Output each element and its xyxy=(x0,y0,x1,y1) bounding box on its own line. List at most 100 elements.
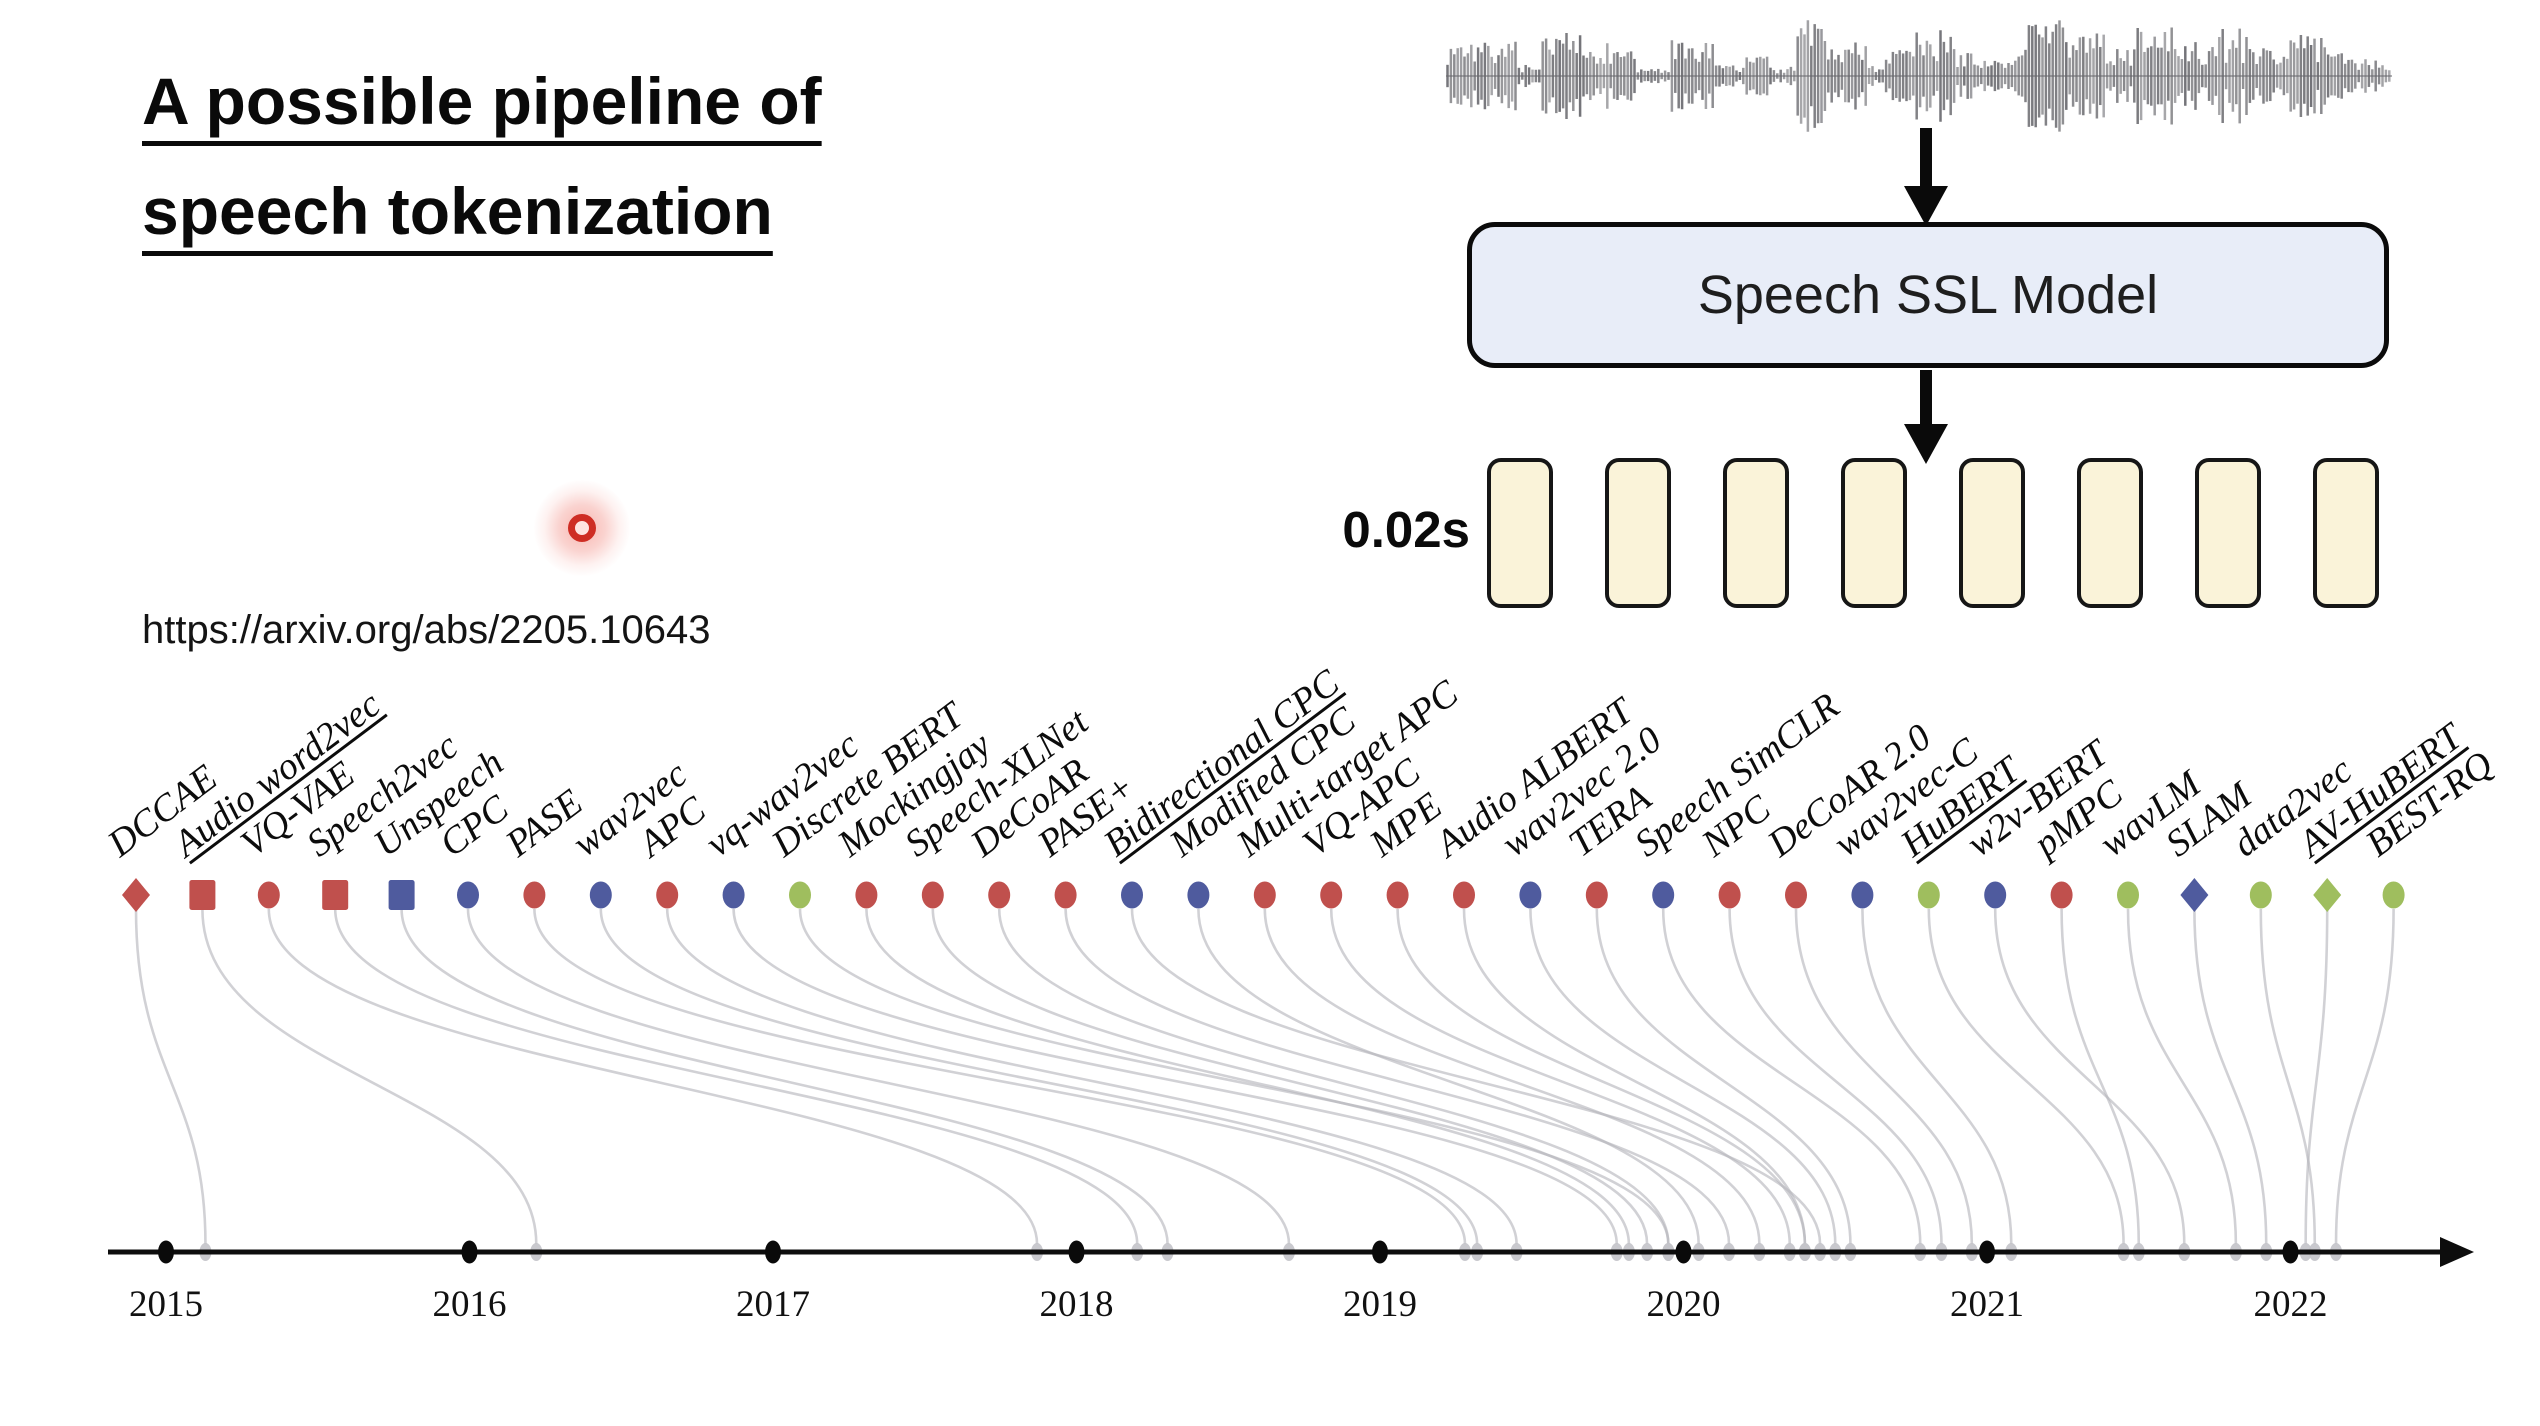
ssl-model-box-label: Speech SSL Model xyxy=(1697,265,2159,325)
timeline-connector xyxy=(865,908,1631,1245)
timeline-model-marker xyxy=(388,880,415,910)
timeline-model-marker xyxy=(2050,881,2073,909)
timeline-model-marker xyxy=(1453,881,1475,909)
timeline-connector xyxy=(1064,908,1731,1245)
timeline-connector xyxy=(1529,908,1837,1245)
timeline-connector xyxy=(2259,908,2317,1245)
token-box xyxy=(2313,458,2379,608)
timeline-year-label: 2018 xyxy=(1039,1284,1114,1325)
timeline-year-dot xyxy=(1675,1240,1692,1264)
timeline-model-marker xyxy=(457,881,479,909)
token-duration-label: 0.02s xyxy=(1342,501,1470,558)
token-row xyxy=(1487,458,2379,608)
token-box xyxy=(1959,458,2025,608)
page-title: A possible pipeline of speech tokenizati… xyxy=(142,46,822,266)
timeline-year-label: 2017 xyxy=(736,1284,810,1325)
timeline-model-marker xyxy=(1187,881,1210,909)
timeline-connector xyxy=(1197,908,1700,1245)
timeline-axis-arrowhead-icon xyxy=(2440,1237,2474,1267)
timeline-year-label: 2020 xyxy=(1646,1284,1721,1325)
timeline-model-marker xyxy=(789,881,811,909)
timeline-year-dot xyxy=(461,1240,478,1264)
laser-pointer-dot xyxy=(568,514,596,542)
timeline-model-marker xyxy=(1718,881,1741,909)
token-box xyxy=(1723,458,1789,608)
timeline-year-dot xyxy=(158,1240,174,1264)
timeline-model-marker xyxy=(1253,881,1276,909)
timeline-connector xyxy=(267,908,1039,1245)
timeline-model-marker xyxy=(855,881,878,909)
timeline-connector xyxy=(1861,908,2013,1245)
timeline-model-marker xyxy=(523,881,546,909)
timeline-connector xyxy=(533,908,1467,1245)
timeline-connector xyxy=(1661,908,1922,1245)
timeline-connector xyxy=(732,908,1619,1245)
timeline-year-dot xyxy=(765,1240,781,1264)
ssl-model-box: Speech SSL Model xyxy=(1467,222,2389,368)
timeline-connector xyxy=(1794,908,1974,1245)
timeline-model-marker xyxy=(189,880,216,910)
timeline-model-marker xyxy=(322,880,349,910)
timeline-model-marker xyxy=(589,881,612,909)
timeline-connector xyxy=(1728,908,1943,1245)
timeline-model-marker xyxy=(1519,881,1542,909)
timeline-connector xyxy=(931,908,1649,1245)
timeline-model-marker xyxy=(2313,878,2342,912)
timeline-year-dot xyxy=(1372,1240,1388,1264)
timeline-connector xyxy=(1263,908,1761,1245)
timeline-connector xyxy=(2060,908,2141,1245)
timeline-model-marker xyxy=(2117,881,2139,909)
token-box xyxy=(1841,458,1907,608)
timeline-year-dot xyxy=(2282,1240,2299,1264)
timeline-connector xyxy=(665,908,1518,1245)
timeline-model-marker xyxy=(1386,881,1409,909)
timeline-model-marker xyxy=(2382,881,2405,909)
timeline-connector xyxy=(201,908,538,1245)
speech-waveform xyxy=(1446,20,2392,132)
timeline-connector xyxy=(1595,908,1852,1245)
timeline-connector xyxy=(798,908,1670,1245)
token-box xyxy=(1605,458,1671,608)
timeline-model-marker xyxy=(921,881,944,909)
timeline-year-label: 2021 xyxy=(1950,1284,2024,1325)
timeline-year-dot xyxy=(1979,1240,1995,1264)
timeline-model-marker xyxy=(2180,878,2209,912)
timeline-model-marker xyxy=(1785,881,1807,909)
timeline-connector xyxy=(1329,908,1792,1245)
timeline-model-marker xyxy=(1121,881,1143,909)
timeline-model-marker xyxy=(656,881,679,909)
timeline-connector xyxy=(134,908,207,1245)
timeline-model-marker xyxy=(122,878,150,912)
title-line-1: A possible pipeline of xyxy=(142,64,822,138)
timeline-model-marker xyxy=(1917,881,1940,909)
timeline-connector xyxy=(333,908,1139,1245)
title-line-2: speech tokenization xyxy=(142,174,773,248)
timeline-connector xyxy=(1927,908,2125,1245)
timeline-connector xyxy=(1396,908,1807,1245)
token-box xyxy=(1487,458,1553,608)
timeline-model-marker xyxy=(2249,881,2272,909)
timeline-model-marker xyxy=(257,881,280,909)
timeline-model-marker xyxy=(1851,881,1874,909)
timeline-year-label: 2016 xyxy=(432,1284,507,1325)
timeline-connector xyxy=(2193,908,2268,1245)
timeline-year-dot xyxy=(1068,1240,1085,1264)
source-url-link[interactable]: https://arxiv.org/abs/2205.10643 xyxy=(142,608,711,652)
timeline-model-marker xyxy=(1320,881,1343,909)
timeline-connector xyxy=(466,908,1291,1245)
timeline-model-marker xyxy=(1984,881,2007,909)
timeline-year-label: 2019 xyxy=(1343,1284,1417,1325)
timeline-model-marker xyxy=(1585,881,1608,909)
timeline-model-marker xyxy=(988,881,1011,909)
down-arrow-icon xyxy=(1920,128,1932,188)
timeline-year-label: 2022 xyxy=(2253,1284,2328,1325)
token-box xyxy=(2195,458,2261,608)
timeline-connector xyxy=(400,908,1169,1245)
timeline-connector xyxy=(1462,908,1807,1245)
timeline-connector xyxy=(1993,908,2186,1245)
timeline-connector xyxy=(2304,908,2329,1245)
timeline-connector xyxy=(2334,908,2395,1245)
timeline-year-label: 2015 xyxy=(129,1284,203,1325)
